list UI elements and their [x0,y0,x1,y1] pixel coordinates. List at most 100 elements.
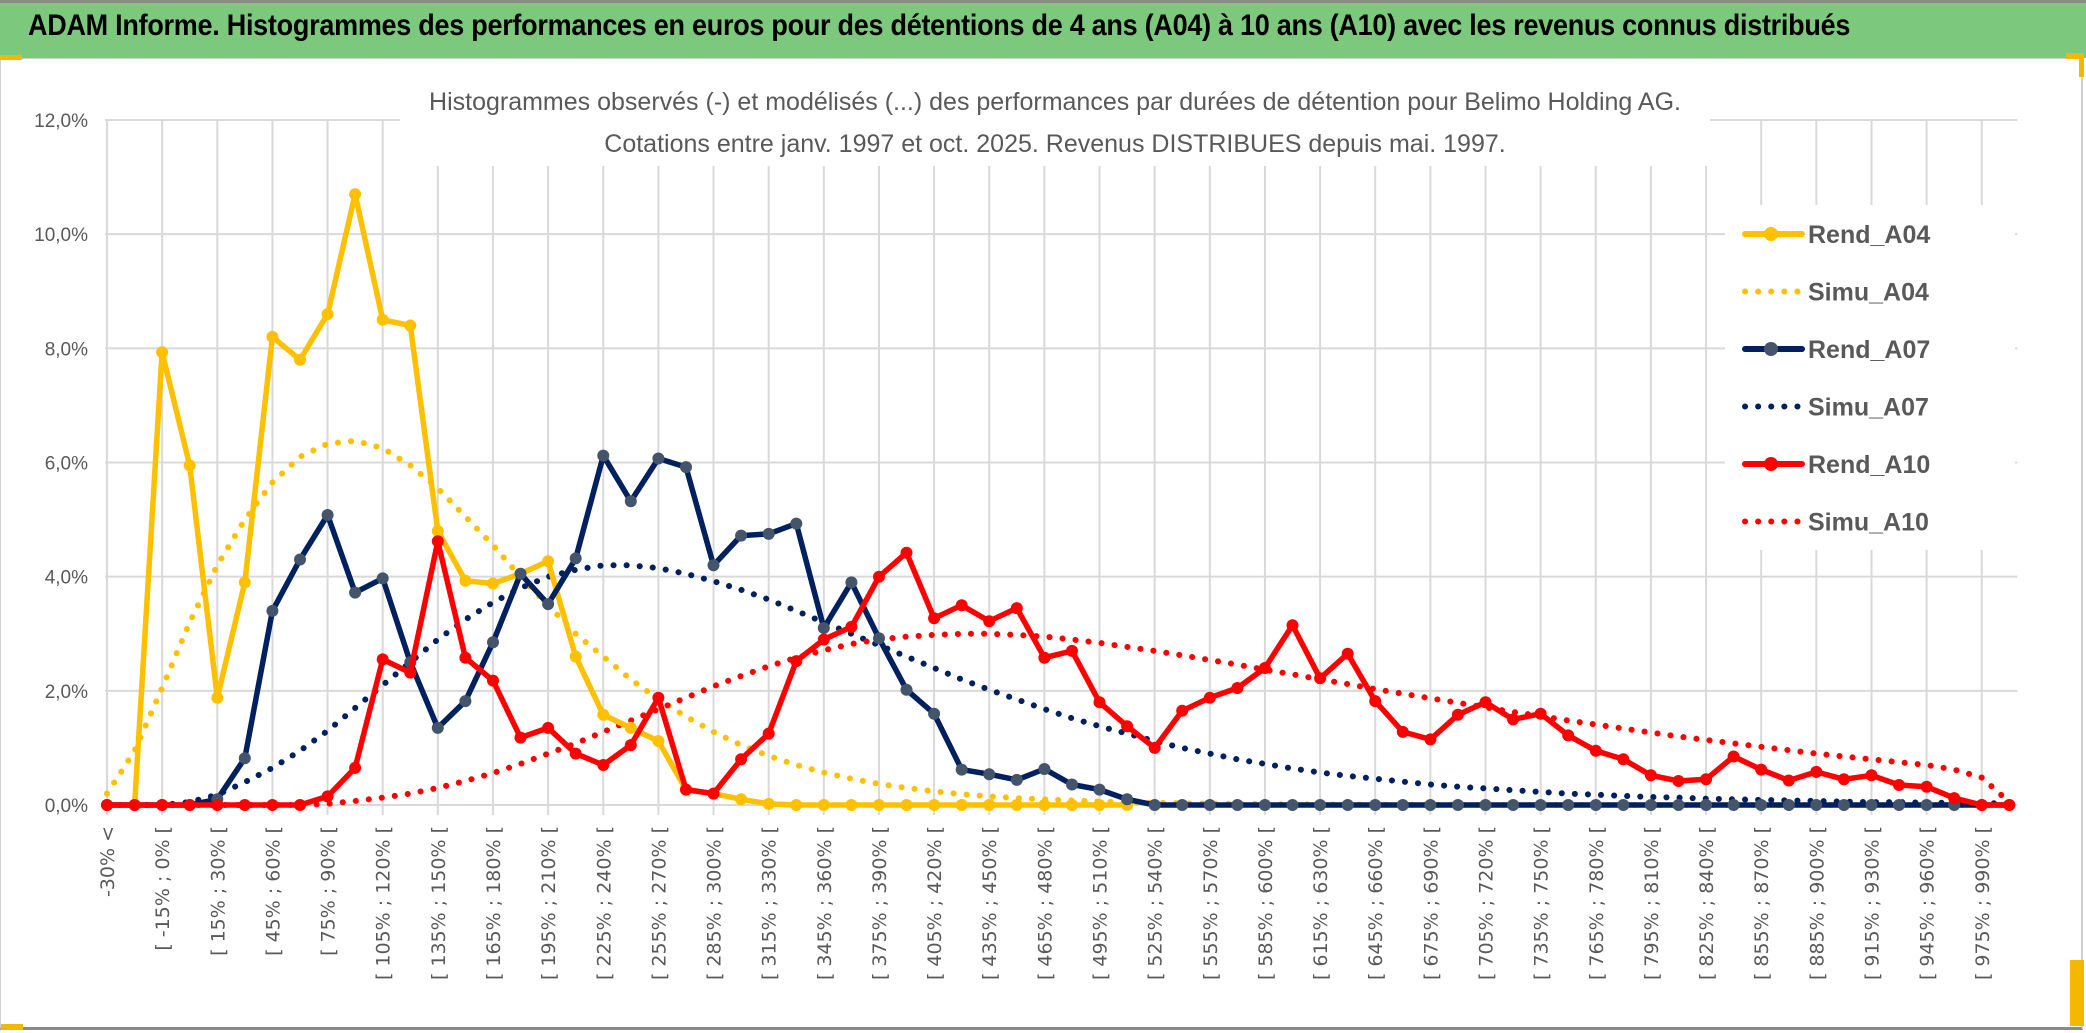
x-tick-label: [ 225% ; 240% [ [593,826,615,980]
legend-marker [1764,342,1778,356]
x-tick-label: [ 465% ; 480% [ [1034,826,1056,980]
data-point [1672,799,1685,811]
data-point [1479,696,1492,709]
data-point [955,799,968,811]
data-point [1010,773,1023,786]
data-point [790,655,803,668]
data-point [1562,799,1575,811]
data-point [1010,799,1023,811]
data-point [1369,799,1382,811]
data-point [873,799,885,811]
data-point [680,783,692,796]
legend-label: Rend_A07 [1808,336,1930,364]
chart-title: Histogrammes observés (-) et modélisés (… [429,88,1681,116]
data-point [955,599,968,612]
data-point [1700,773,1713,786]
data-point [1424,799,1437,811]
data-point [376,313,389,326]
data-point [487,636,499,649]
data-point [156,799,169,811]
data-point [652,452,665,465]
x-tick-label: [ 15% ; 30% [ [207,826,229,956]
data-point [211,799,224,811]
x-tick-label: [ 705% ; 720% [ [1476,826,1498,980]
x-tick-label: [ 45% ; 60% [ [262,826,284,956]
y-tick-label: 6,0% [45,454,88,475]
data-point [1121,793,1134,806]
data-point [624,721,637,734]
data-point [1672,775,1685,787]
data-point [1479,799,1492,811]
data-point [900,683,913,696]
data-point [349,761,362,774]
data-point [183,799,196,811]
data-point [735,793,748,806]
data-point [542,721,555,734]
legend-label: Simu_A07 [1808,394,1929,422]
data-point [1066,799,1078,811]
data-point [790,799,803,811]
legend: Rend_A04 Simu_A04 Rend_A07 Simu_A07 Rend_A10… [1725,205,2015,550]
series-rend-a04 [101,188,1134,811]
x-tick-label: [ 855% ; 870% [ [1751,826,1773,980]
data-point [1948,792,1961,805]
x-tick-label: [ 765% ; 780% [ [1586,826,1608,980]
data-point [1424,733,1437,746]
data-point [900,799,913,811]
data-point [404,319,417,332]
data-point [845,799,858,811]
data-point [680,461,692,474]
data-point [652,691,665,704]
data-point [1231,799,1244,811]
report-title: ADAM Informe. Histogrammes des performan… [28,9,1851,42]
data-point [321,509,334,521]
data-point [1782,799,1795,811]
x-tick-label: [ 75% ; 90% [ [318,826,340,956]
data-point [1893,779,1905,791]
x-tick-label: [ 735% ; 750% [ [1531,826,1553,980]
y-tick-label: 0,0% [45,796,88,817]
x-tick-label: [ 645% ; 660% [ [1365,826,1387,980]
data-point [1589,744,1602,757]
data-point [266,799,279,811]
x-tick-label: [ 315% ; 330% [ [759,826,781,980]
gridlines [105,119,2018,815]
data-point [101,799,113,811]
data-point [1314,799,1327,811]
data-point [1451,799,1464,811]
report-banner: ADAM Informe. Histogrammes des performan… [0,0,2086,58]
y-tick-label: 12,0% [34,111,88,132]
x-tick-label: [ 195% ; 210% [ [538,826,560,980]
x-tick-label: [ 495% ; 510% [ [1090,826,1112,980]
legend-item-simu-a10: Simu_A10 [1742,509,1929,537]
data-point [1148,741,1161,754]
series-rend-a07 [101,449,2016,811]
data-point [1396,725,1409,738]
x-tick-label: [ 615% ; 630% [ [1310,826,1332,980]
data-point [624,495,637,508]
data-point [1231,682,1244,694]
y-tick-label: 2,0% [45,682,88,703]
x-tick-label: [ 825% ; 840% [ [1696,826,1718,980]
data-point [1451,708,1464,721]
data-point [431,721,444,734]
x-tick-label: [ 585% ; 600% [ [1255,826,1277,980]
data-point [928,799,941,811]
y-tick-label: 8,0% [45,339,88,360]
legend-item-rend-a04: Rend_A04 [1742,221,1930,249]
data-point [1975,799,1988,811]
frame-corner-marker [2070,960,2084,1026]
chart-subtitle: Cotations entre janv. 1997 et oct. 2025.… [604,130,1505,158]
frame-corner-marker [2066,53,2084,59]
data-point [404,666,417,679]
data-point [1093,696,1106,709]
legend-label: Simu_A04 [1808,279,1929,307]
data-point [707,559,720,572]
data-point [1507,713,1520,726]
data-point [597,759,610,771]
data-point [1534,799,1547,811]
data-point [597,449,610,462]
data-point [817,633,830,646]
data-point [569,650,582,663]
data-point [459,651,472,664]
